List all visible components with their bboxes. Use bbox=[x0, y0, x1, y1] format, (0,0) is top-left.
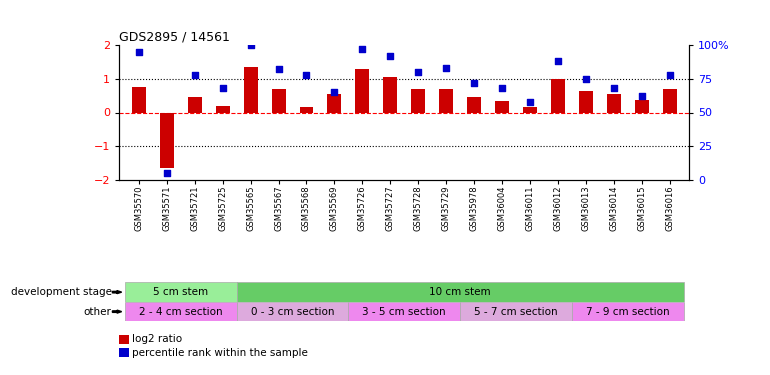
Bar bbox=[523, 107, 537, 112]
Bar bbox=[300, 107, 313, 112]
Bar bbox=[551, 79, 565, 112]
Point bbox=[580, 76, 592, 82]
Point bbox=[216, 85, 229, 91]
Bar bbox=[348, 302, 460, 321]
Text: percentile rank within the sample: percentile rank within the sample bbox=[132, 348, 308, 357]
Point bbox=[664, 72, 676, 78]
Bar bbox=[579, 91, 593, 112]
Point bbox=[412, 69, 424, 75]
Point bbox=[552, 58, 564, 64]
Text: log2 ratio: log2 ratio bbox=[132, 334, 182, 344]
Bar bbox=[495, 101, 509, 112]
Point bbox=[496, 85, 508, 91]
Point bbox=[273, 66, 285, 72]
Point bbox=[440, 65, 452, 71]
Bar bbox=[188, 98, 202, 112]
Point bbox=[161, 170, 173, 176]
Bar bbox=[160, 112, 174, 168]
Point bbox=[132, 49, 145, 55]
Text: 7 - 9 cm section: 7 - 9 cm section bbox=[586, 307, 669, 316]
Point bbox=[189, 72, 201, 78]
Bar bbox=[411, 89, 425, 112]
Point bbox=[608, 85, 620, 91]
Text: 10 cm stem: 10 cm stem bbox=[430, 287, 491, 297]
Bar bbox=[607, 94, 621, 112]
Bar bbox=[356, 69, 370, 112]
Bar bbox=[236, 282, 684, 302]
Bar bbox=[243, 67, 258, 112]
Bar bbox=[572, 302, 684, 321]
Bar bbox=[327, 94, 341, 112]
Bar bbox=[132, 87, 146, 112]
Bar bbox=[125, 282, 236, 302]
Point bbox=[524, 99, 536, 105]
Text: GDS2895 / 14561: GDS2895 / 14561 bbox=[119, 31, 230, 44]
Bar bbox=[634, 100, 648, 112]
Text: 5 - 7 cm section: 5 - 7 cm section bbox=[474, 307, 557, 316]
Text: 2 - 4 cm section: 2 - 4 cm section bbox=[139, 307, 223, 316]
Point bbox=[244, 42, 256, 48]
Bar bbox=[216, 106, 229, 112]
Bar bbox=[439, 89, 453, 112]
Text: 3 - 5 cm section: 3 - 5 cm section bbox=[363, 307, 446, 316]
Point bbox=[300, 72, 313, 78]
Text: development stage: development stage bbox=[11, 287, 112, 297]
Bar bbox=[272, 89, 286, 112]
Bar bbox=[125, 302, 236, 321]
Bar bbox=[383, 77, 397, 112]
Bar bbox=[460, 302, 572, 321]
Bar bbox=[236, 302, 348, 321]
Text: 0 - 3 cm section: 0 - 3 cm section bbox=[251, 307, 334, 316]
Point bbox=[357, 46, 369, 52]
Point bbox=[635, 93, 648, 99]
Point bbox=[468, 80, 480, 86]
Bar bbox=[663, 89, 677, 112]
Point bbox=[384, 53, 397, 59]
Bar bbox=[467, 98, 481, 112]
Point bbox=[328, 89, 340, 95]
Text: 5 cm stem: 5 cm stem bbox=[153, 287, 209, 297]
Text: other: other bbox=[84, 307, 112, 316]
